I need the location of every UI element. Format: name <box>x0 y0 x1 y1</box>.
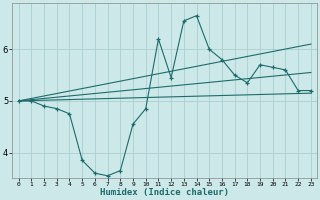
X-axis label: Humidex (Indice chaleur): Humidex (Indice chaleur) <box>100 188 229 197</box>
